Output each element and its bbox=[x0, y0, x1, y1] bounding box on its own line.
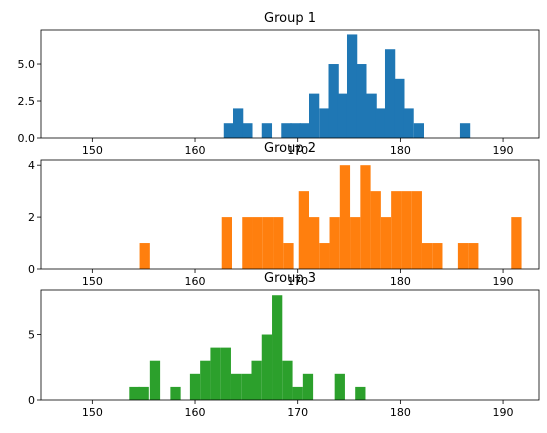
histogram-bar-2-10 bbox=[319, 243, 330, 269]
histogram-bar-2-13 bbox=[350, 217, 361, 269]
axes-frame-1 bbox=[40, 29, 540, 139]
histogram-bar-1-4 bbox=[261, 123, 273, 138]
subplot-group-2: 150 160 170 180 190 0 2 4 Group 2 bbox=[28, 141, 540, 288]
x-tick-label-1-5: 190 bbox=[493, 144, 514, 157]
histogram-bar-2-1 bbox=[139, 243, 150, 269]
histogram-bar-2-21 bbox=[432, 243, 443, 269]
axes-frame-3 bbox=[40, 289, 540, 401]
histogram-bar-2-17 bbox=[391, 191, 402, 269]
histogram-bar-2-4 bbox=[252, 217, 263, 269]
x-tick-label-3-3: 170 bbox=[287, 406, 308, 419]
histogram-bar-1-20 bbox=[459, 123, 471, 138]
histogram-bar-3-2 bbox=[138, 386, 149, 400]
histogram-bar-3-3 bbox=[149, 360, 161, 400]
subplot-title-3: Group 3 bbox=[264, 271, 316, 286]
histogram-bar-2-2 bbox=[221, 217, 232, 269]
y-tick-label-1-1: 0.0 bbox=[18, 132, 36, 145]
histogram-bar-1-12 bbox=[346, 34, 358, 138]
histogram-bar-2-9 bbox=[309, 217, 320, 269]
x-tick-label-3-5: 190 bbox=[493, 406, 514, 419]
histogram-bar-1-3 bbox=[242, 123, 253, 138]
y-tick-label-2-3: 4 bbox=[28, 159, 35, 172]
histogram-bar-2-6 bbox=[273, 217, 284, 269]
x-tick-label-2-5: 190 bbox=[493, 275, 514, 288]
x-tick-label-3-1: 150 bbox=[82, 406, 103, 419]
subplot-title-2: Group 2 bbox=[264, 141, 316, 156]
histogram-bar-3-12 bbox=[261, 334, 273, 400]
y-tick-label-1-3: 5.0 bbox=[18, 58, 36, 71]
x-tick-label-3-4: 180 bbox=[390, 406, 411, 419]
histogram-bar-2-7 bbox=[283, 243, 294, 269]
histogram-bar-3-7 bbox=[210, 347, 221, 400]
histogram-bar-3-9 bbox=[230, 373, 242, 400]
y-tick-label-3-1: 0 bbox=[28, 394, 35, 407]
histogram-bar-3-11 bbox=[251, 360, 262, 400]
x-tick-label-1-2: 160 bbox=[185, 144, 206, 157]
histogram-bar-1-7 bbox=[299, 123, 311, 138]
histogram-bar-1-13 bbox=[356, 64, 367, 138]
histogram-bar-1-9 bbox=[319, 108, 330, 138]
histogram-bar-1-5 bbox=[281, 123, 292, 138]
histogram-bar-3-13 bbox=[272, 295, 283, 400]
x-tick-label-1-3: 170 bbox=[287, 144, 308, 157]
histogram-bar-3-18 bbox=[355, 386, 366, 400]
histogram-bar-2-5 bbox=[262, 217, 274, 269]
histogram-bar-3-8 bbox=[220, 347, 231, 400]
histogram-bar-3-5 bbox=[189, 373, 201, 400]
histogram-bar-2-16 bbox=[380, 217, 392, 269]
histogram-bar-3-15 bbox=[292, 386, 303, 400]
histogram-bar-2-11 bbox=[329, 217, 340, 269]
subplot-title-1: Group 1 bbox=[264, 11, 316, 26]
histogram-bar-3-16 bbox=[302, 373, 314, 400]
x-tick-label-2-4: 180 bbox=[390, 275, 411, 288]
x-tick-label-2-3: 170 bbox=[287, 275, 308, 288]
histogram-bar-2-19 bbox=[411, 191, 422, 269]
histogram-bar-3-17 bbox=[334, 373, 345, 400]
histogram-bar-1-15 bbox=[375, 108, 387, 138]
y-tick-label-2-2: 2 bbox=[28, 211, 35, 224]
histogram-bar-2-3 bbox=[242, 217, 253, 269]
y-tick-label-1-2: 2.5 bbox=[18, 95, 36, 108]
histogram-bar-1-18 bbox=[403, 108, 414, 138]
histogram-bar-2-18 bbox=[401, 191, 412, 269]
histogram-bar-3-4 bbox=[170, 386, 181, 400]
histogram-bar-1-17 bbox=[394, 78, 405, 138]
x-tick-label-3-2: 160 bbox=[185, 406, 206, 419]
subplot-group-1: 150 160 170 180 190 0.0 2.5 5.0 Group 1 bbox=[18, 11, 540, 157]
histogram-bar-3-10 bbox=[241, 373, 252, 400]
histogram-bar-1-14 bbox=[366, 93, 377, 138]
histogram-bar-2-22 bbox=[457, 243, 469, 269]
histogram-bar-3-14 bbox=[282, 360, 293, 400]
histogram-bar-2-14 bbox=[360, 165, 371, 269]
histogram-bar-2-15 bbox=[370, 191, 381, 269]
y-tick-label-2-1: 0 bbox=[28, 263, 35, 276]
x-tick-label-1-1: 150 bbox=[82, 144, 103, 157]
histogram-bar-2-23 bbox=[468, 243, 479, 269]
x-tick-label-2-2: 160 bbox=[185, 275, 206, 288]
subplot-group-3: 150 160 170 180 190 0 5 Group 3 bbox=[28, 271, 540, 419]
y-tick-label-3-2: 5 bbox=[28, 329, 35, 342]
histogram-bar-1-16 bbox=[384, 49, 396, 139]
histogram-bar-1-11 bbox=[337, 93, 349, 138]
histogram-bar-2-20 bbox=[421, 243, 433, 269]
histogram-bar-3-1 bbox=[129, 386, 140, 400]
histogram-bar-1-19 bbox=[413, 123, 424, 138]
axes-frame-2 bbox=[40, 159, 540, 270]
histogram-bar-2-8 bbox=[298, 191, 309, 269]
histogram-bar-1-1 bbox=[223, 123, 235, 138]
histogram-bar-2-24 bbox=[511, 217, 522, 269]
histogram-bar-1-10 bbox=[328, 64, 339, 138]
histogram-bar-2-12 bbox=[339, 165, 351, 269]
histogram-bar-1-6 bbox=[290, 123, 301, 138]
x-tick-label-2-1: 150 bbox=[82, 275, 103, 288]
histogram-bar-1-2 bbox=[233, 108, 244, 138]
x-tick-label-1-4: 180 bbox=[390, 144, 411, 157]
histogram-bar-1-8 bbox=[309, 93, 320, 138]
histogram-bar-3-6 bbox=[200, 360, 211, 400]
